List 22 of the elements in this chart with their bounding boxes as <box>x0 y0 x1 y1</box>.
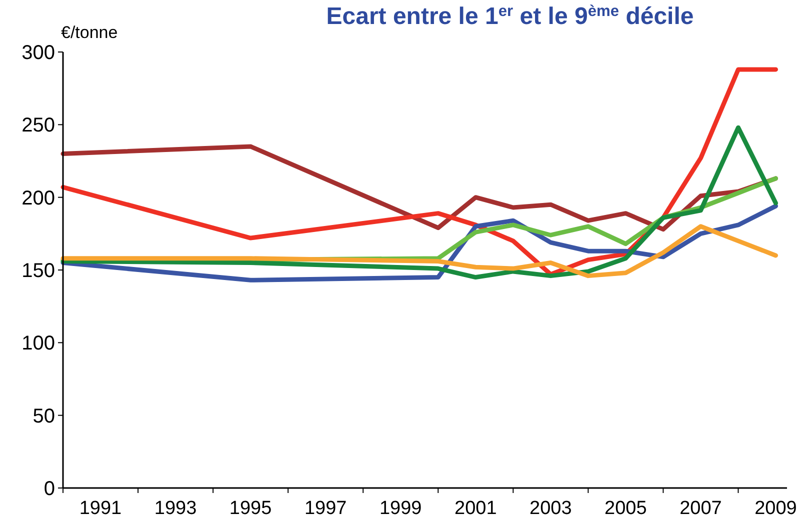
y-tick-label: 50 <box>32 405 55 428</box>
y-axis-title: €/tonne <box>61 23 118 42</box>
x-tick-label: 2003 <box>530 498 572 519</box>
y-tick-label: 200 <box>22 187 55 210</box>
x-tick-label: 1997 <box>304 498 347 519</box>
line-series <box>60 204 778 282</box>
x-tick-label: 1995 <box>229 498 272 519</box>
y-tick-label: 300 <box>22 42 55 64</box>
y-tick-label: 250 <box>22 114 55 137</box>
x-tick-label: 1999 <box>379 498 422 519</box>
line-series <box>60 125 778 280</box>
y-tick-label: 100 <box>22 332 55 355</box>
x-tick-label: 2009 <box>754 498 797 519</box>
x-tick-label: 1991 <box>79 498 122 519</box>
chart-title: Ecart entre le 1$^{er}$ et le 9$^{ème}$ décile <box>326 2 694 30</box>
line-series <box>60 224 778 278</box>
y-tick-label: 150 <box>22 260 55 282</box>
x-tick-label: 2007 <box>680 498 722 519</box>
x-tick-label: 2005 <box>604 498 647 519</box>
x-tick-label: 2001 <box>454 498 497 519</box>
y-tick-label: 0 <box>44 478 55 500</box>
x-tick-label: 1993 <box>154 498 197 519</box>
